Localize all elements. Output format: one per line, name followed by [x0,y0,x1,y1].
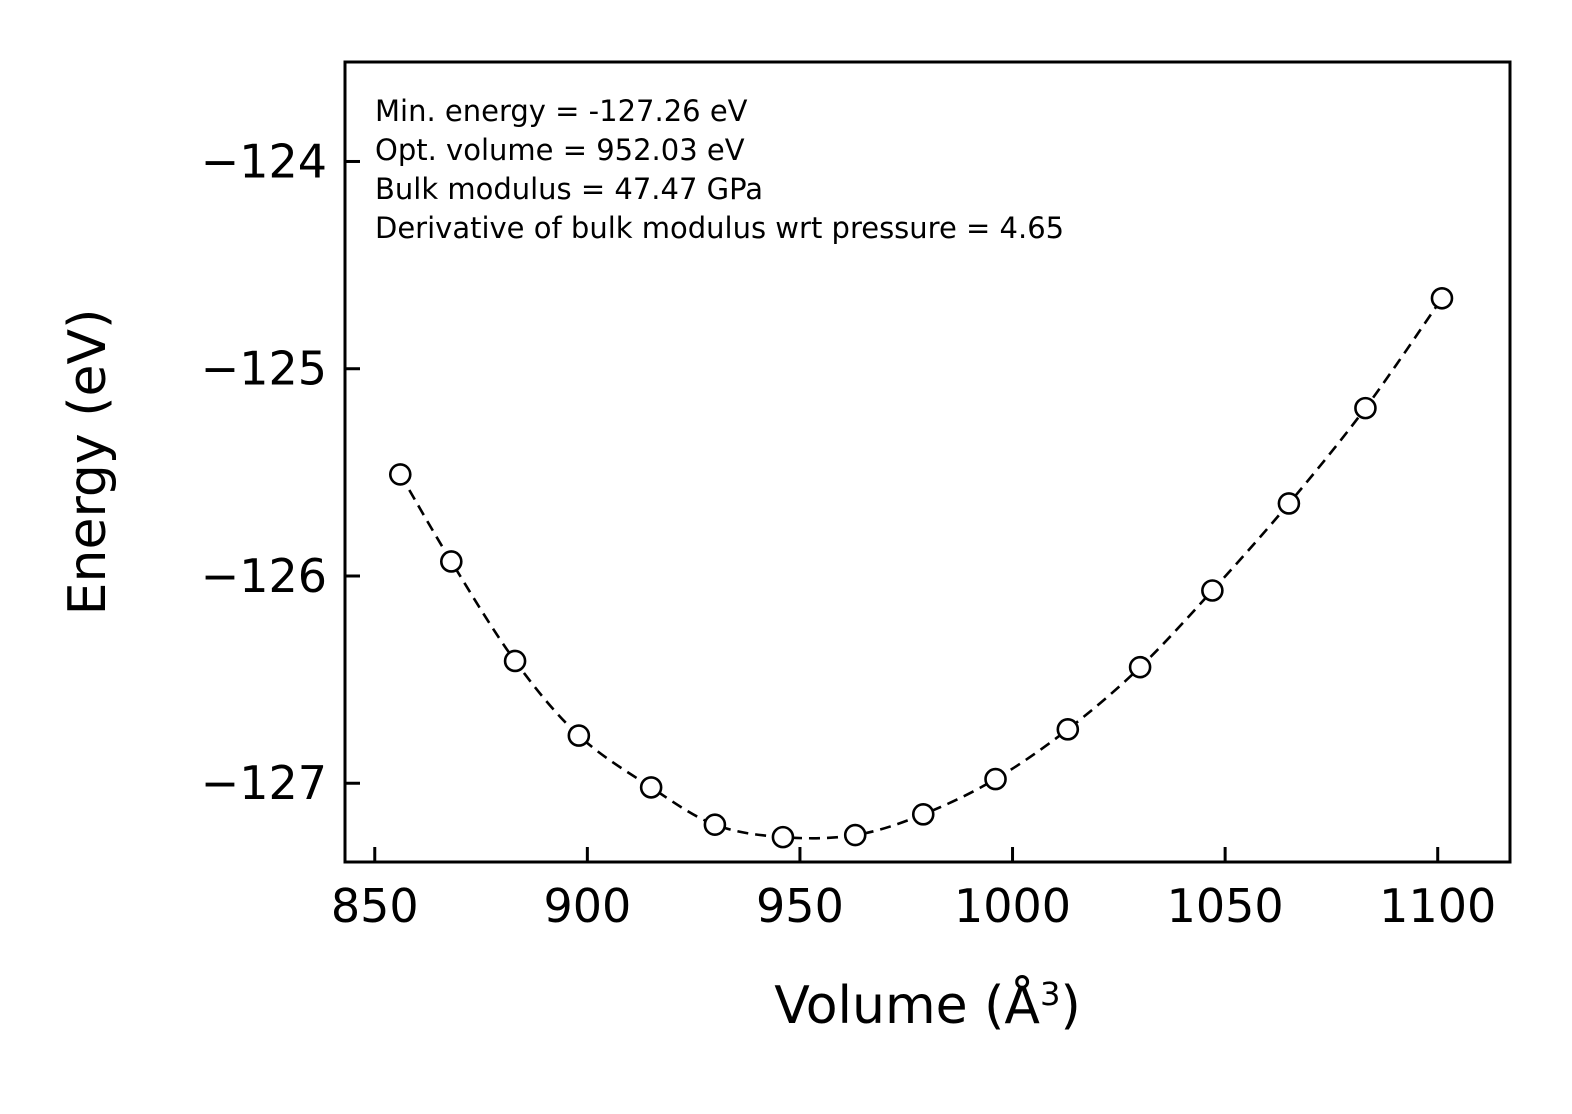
y-tick-label: −125 [201,342,327,396]
annotation-min-energy: Min. energy = -127.26 eV [375,94,748,128]
x-tick-label: 1000 [954,879,1071,933]
data-point-marker [1430,286,1454,310]
data-point-marker [1354,396,1377,420]
x-tick-label: 1050 [1167,879,1284,933]
data-point-marker [503,649,527,673]
x-axis-label: Volume (Å3) [345,975,1510,1036]
eos-fit-curve [399,297,1444,840]
data-point-marker [1201,579,1224,602]
data-point-marker [1128,655,1152,679]
x-axis-label-suffix: ) [1060,976,1081,1036]
data-point-marker [639,776,663,799]
data-point-marker [1056,718,1080,741]
data-point-marker [843,823,867,847]
x-axis-label-superscript: 3 [1039,975,1061,1013]
annotation-opt-volume: Opt. volume = 952.03 eV [375,133,745,167]
y-axis-label: Energy (eV) [58,308,118,616]
data-point-marker [567,724,591,747]
annotation-bulk-modulus-derivative: Derivative of bulk modulus wrt pressure … [375,211,1065,245]
x-tick-label: 850 [331,879,419,933]
data-point-marker [1277,492,1301,515]
data-point-marker [771,825,795,849]
x-tick-label: 900 [543,879,631,933]
data-point-marker [984,767,1007,791]
data-point-marker [703,813,727,836]
data-point-marker [388,463,412,486]
y-tick-label: −126 [201,549,327,603]
fit-results-annotation: Min. energy = -127.26 eV Opt. volume = 9… [375,92,1064,248]
x-axis-label-prefix: Volume (Å [774,976,1040,1036]
plot-border [343,60,1512,864]
y-tick-label: −124 [201,134,327,188]
annotation-bulk-modulus: Bulk modulus = 47.47 GPa [375,172,764,206]
x-tick-label: 1100 [1379,879,1496,933]
x-tick-label: 950 [756,879,844,933]
data-point-marker [439,550,463,573]
data-point-marker [911,803,935,826]
y-tick-label: −127 [201,756,327,810]
